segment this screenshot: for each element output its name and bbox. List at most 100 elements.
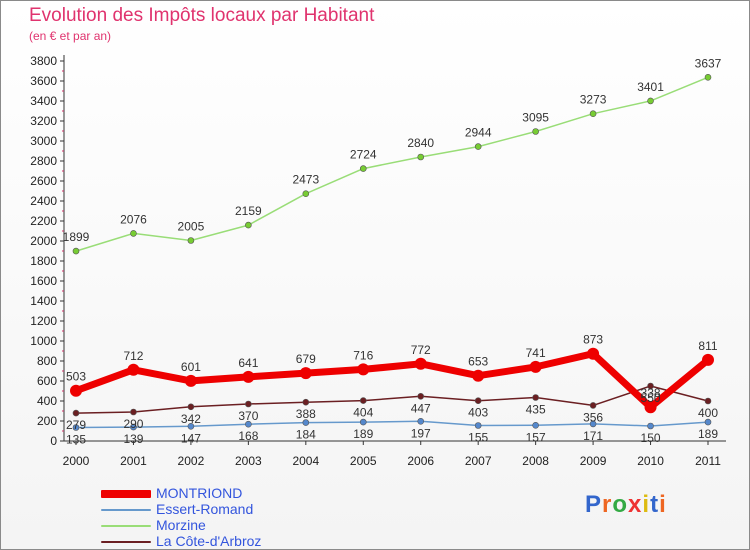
data-label: 1899 bbox=[63, 230, 90, 244]
y-tick-label: 1200 bbox=[30, 314, 57, 328]
logo-letter: t bbox=[650, 491, 660, 518]
data-label: 342 bbox=[181, 412, 201, 426]
data-point bbox=[130, 408, 137, 416]
logo-letter: i bbox=[642, 491, 651, 518]
data-label: 356 bbox=[583, 410, 603, 424]
logo-letter: o bbox=[612, 491, 629, 518]
data-label: 741 bbox=[526, 346, 546, 360]
legend-swatch bbox=[101, 490, 151, 498]
series-line bbox=[75, 385, 709, 414]
y-tick-label: 2200 bbox=[30, 214, 57, 228]
y-tick-label: 1400 bbox=[30, 294, 57, 308]
data-label: 370 bbox=[238, 409, 258, 423]
data-label: 811 bbox=[698, 339, 717, 353]
data-label: 338 bbox=[641, 386, 661, 400]
data-label: 3095 bbox=[522, 111, 549, 125]
data-point bbox=[587, 347, 600, 360]
data-point bbox=[417, 153, 425, 161]
y-tick-label: 3800 bbox=[30, 54, 57, 68]
data-label: 388 bbox=[296, 407, 316, 421]
data-label: 653 bbox=[468, 355, 488, 369]
data-point bbox=[644, 401, 657, 414]
data-label: 404 bbox=[353, 406, 373, 420]
y-tick-label: 400 bbox=[37, 394, 57, 408]
x-tick-label: 2004 bbox=[292, 454, 319, 468]
data-label: 2840 bbox=[407, 136, 434, 150]
x-tick-label: 2003 bbox=[235, 454, 262, 468]
data-point bbox=[302, 419, 310, 426]
data-label: 873 bbox=[583, 333, 603, 347]
data-label: 157 bbox=[526, 430, 546, 444]
y-tick-label: 1600 bbox=[30, 274, 57, 288]
data-point bbox=[532, 421, 539, 429]
data-label: 189 bbox=[353, 427, 373, 441]
data-point bbox=[245, 400, 252, 408]
proxiti-logo: Proxiti bbox=[585, 491, 667, 519]
y-tick-label: 600 bbox=[37, 374, 57, 388]
data-label: 197 bbox=[411, 426, 431, 440]
legend-label: MONTRIOND bbox=[156, 485, 243, 501]
data-label: 2005 bbox=[178, 220, 205, 234]
data-point bbox=[187, 237, 195, 244]
data-point bbox=[647, 382, 654, 390]
data-label: 3273 bbox=[580, 93, 607, 107]
data-point bbox=[302, 190, 310, 197]
logo-letter: i bbox=[659, 491, 667, 518]
data-label: 716 bbox=[353, 348, 373, 362]
data-label: 135 bbox=[66, 433, 86, 447]
data-point bbox=[242, 370, 255, 383]
y-tick-label: 2400 bbox=[30, 194, 57, 208]
x-tick-label: 2010 bbox=[637, 454, 664, 468]
data-label: 155 bbox=[468, 431, 488, 445]
chart-title: Evolution des Impôts locaux par Habitant bbox=[29, 5, 375, 26]
data-label: 168 bbox=[238, 429, 258, 443]
y-tick-label: 2000 bbox=[30, 234, 57, 248]
data-label: 189 bbox=[698, 427, 718, 441]
y-tick-label: 3400 bbox=[30, 94, 57, 108]
series-line bbox=[75, 76, 709, 252]
data-point bbox=[704, 74, 712, 81]
data-point bbox=[529, 360, 542, 373]
data-label: 435 bbox=[526, 403, 546, 417]
y-tick-label: 2800 bbox=[30, 154, 57, 168]
data-label: 2159 bbox=[235, 204, 262, 218]
y-tick-label: 3200 bbox=[30, 114, 57, 128]
data-point bbox=[704, 397, 712, 405]
data-point bbox=[130, 423, 137, 431]
data-point bbox=[417, 417, 425, 425]
data-label: 2473 bbox=[292, 173, 319, 187]
x-tick-label: 2006 bbox=[407, 454, 434, 468]
data-label: 403 bbox=[468, 406, 488, 420]
data-label: 641 bbox=[238, 356, 258, 370]
data-label: 2076 bbox=[120, 212, 147, 226]
data-point bbox=[359, 397, 367, 404]
y-tick-label: 1000 bbox=[30, 334, 57, 348]
x-tick-label: 2002 bbox=[178, 454, 205, 468]
series-line bbox=[74, 350, 711, 411]
data-label: 3401 bbox=[637, 80, 664, 94]
x-tick-label: 2000 bbox=[63, 454, 90, 468]
y-tick-label: 200 bbox=[37, 414, 57, 428]
x-tick-label: 2008 bbox=[522, 454, 549, 468]
logo-letter: r bbox=[602, 491, 613, 518]
data-label: 139 bbox=[123, 432, 143, 446]
data-point bbox=[704, 418, 712, 426]
legend-swatch bbox=[101, 541, 151, 543]
data-point bbox=[702, 353, 714, 366]
data-point bbox=[472, 369, 485, 382]
y-tick-label: 3600 bbox=[30, 74, 57, 88]
legend-label: Essert-Romand bbox=[156, 501, 254, 517]
data-label: 150 bbox=[641, 431, 661, 445]
y-tick-label: 0 bbox=[50, 434, 57, 448]
data-point bbox=[359, 165, 367, 172]
data-point bbox=[647, 422, 654, 430]
data-label: 2724 bbox=[350, 148, 377, 162]
data-point bbox=[647, 97, 654, 105]
data-point bbox=[245, 420, 252, 428]
data-label: 503 bbox=[66, 370, 86, 384]
data-point bbox=[187, 403, 195, 411]
data-point bbox=[245, 221, 252, 229]
legend-swatch bbox=[101, 509, 151, 511]
